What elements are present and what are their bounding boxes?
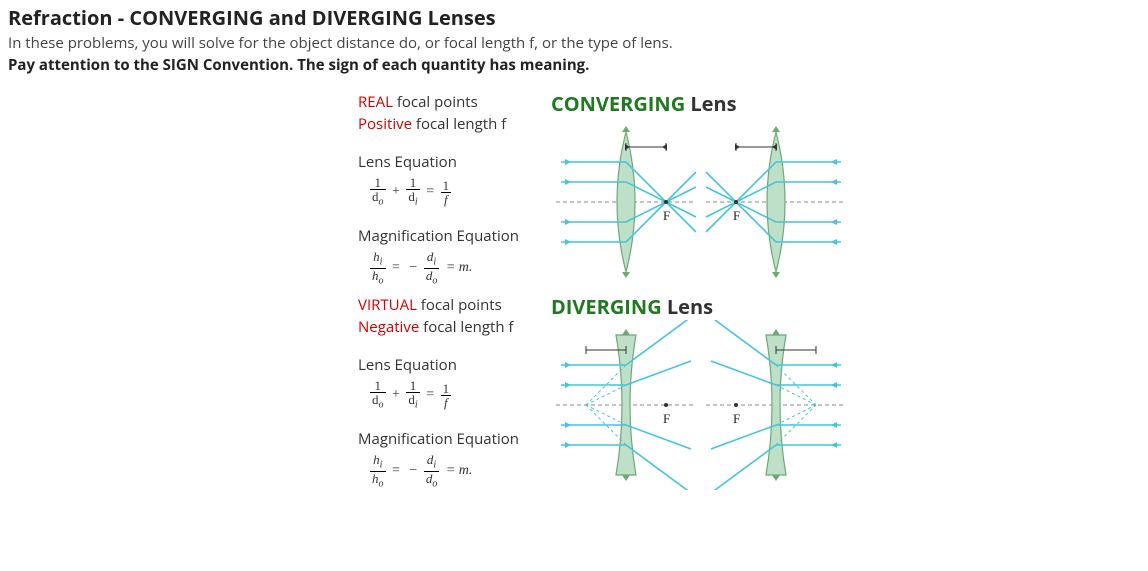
page-title: Refraction - CONVERGING and DIVERGING Le… xyxy=(8,4,1140,31)
diverging-section: VIRTUAL focal points Negative focal leng… xyxy=(358,293,1140,490)
div-mag-eq: hiho = − dido = m. xyxy=(370,453,533,489)
div-fl-word: Negative xyxy=(358,317,419,337)
conv-fp-rest: focal points xyxy=(393,92,478,112)
div-lens-eq: 1do + 1di = 1f xyxy=(370,379,533,411)
div-fp-word: VIRTUAL xyxy=(358,295,417,315)
converging-diagram-wrap: CONVERGING Lens FF xyxy=(551,90,851,287)
svg-text:F: F xyxy=(663,411,670,426)
conv-fl-rest: focal length f xyxy=(412,114,506,134)
conv-title-left: CONVERGING xyxy=(551,90,685,117)
div-lens-eq-label: Lens Equation xyxy=(358,355,533,375)
div-fp-rest: focal points xyxy=(417,295,502,315)
conv-fl-word: Positive xyxy=(358,114,412,134)
converging-textcol: REAL focal points Positive focal length … xyxy=(358,90,533,287)
conv-focal-points: REAL focal points xyxy=(358,92,533,112)
div-title-left: DIVERGING xyxy=(551,293,662,320)
converging-diagram: FF xyxy=(551,117,851,287)
svg-text:F: F xyxy=(733,411,740,426)
div-mag-eq-label: Magnification Equation xyxy=(358,429,533,449)
conv-mag-eq: hiho = − dido = m. xyxy=(370,250,533,286)
diverging-diagram: FF xyxy=(551,320,851,490)
div-focal-length: Negative focal length f xyxy=(358,317,533,337)
svg-text:F: F xyxy=(663,208,670,223)
diverging-diagram-wrap: DIVERGING Lens FF xyxy=(551,293,851,490)
intro-text: In these problems, you will solve for th… xyxy=(8,33,1140,53)
content-area: REAL focal points Positive focal length … xyxy=(358,90,1140,490)
diverging-title: DIVERGING Lens xyxy=(551,293,851,320)
conv-lens-eq-label: Lens Equation xyxy=(358,152,533,172)
div-focal-points: VIRTUAL focal points xyxy=(358,295,533,315)
svg-text:F: F xyxy=(733,208,740,223)
diverging-textcol: VIRTUAL focal points Negative focal leng… xyxy=(358,293,533,490)
conv-focal-length: Positive focal length f xyxy=(358,114,533,134)
converging-section: REAL focal points Positive focal length … xyxy=(358,90,1140,287)
converging-title: CONVERGING Lens xyxy=(551,90,851,117)
conv-fp-word: REAL xyxy=(358,92,393,112)
div-title-right: Lens xyxy=(662,293,713,320)
intro-emph: Pay attention to the SIGN Convention. Th… xyxy=(8,55,1140,75)
div-fl-rest: focal length f xyxy=(419,317,513,337)
conv-title-right: Lens xyxy=(685,90,736,117)
conv-lens-eq: 1do + 1di = 1f xyxy=(370,176,533,208)
conv-mag-eq-label: Magnification Equation xyxy=(358,226,533,246)
